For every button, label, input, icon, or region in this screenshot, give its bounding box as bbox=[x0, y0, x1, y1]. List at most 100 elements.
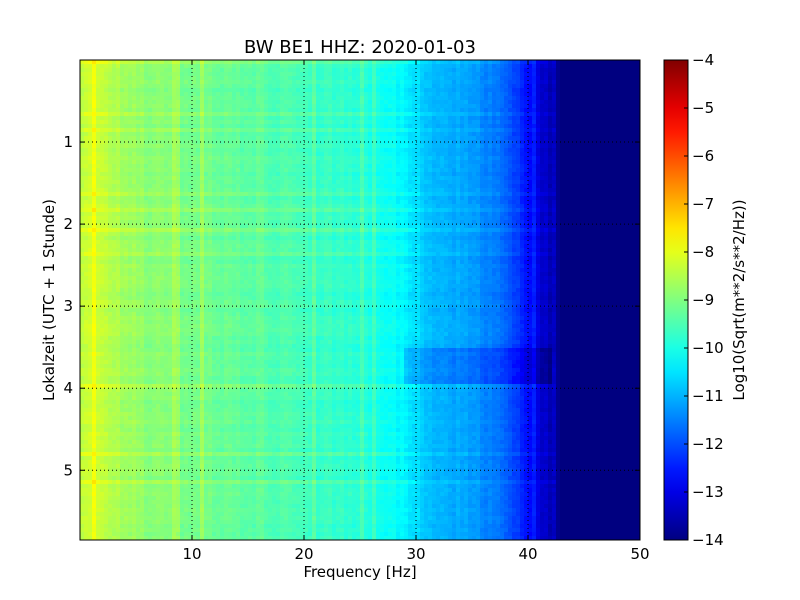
spectrogram-cell bbox=[312, 196, 317, 201]
spectrogram-cell bbox=[492, 136, 497, 141]
spectrogram-cell bbox=[496, 152, 501, 157]
spectrogram-cell bbox=[424, 152, 429, 157]
spectrogram-cell bbox=[204, 172, 209, 177]
spectrogram-cell bbox=[372, 88, 377, 93]
spectrogram-cell bbox=[168, 132, 173, 137]
spectrogram-cell bbox=[492, 92, 497, 97]
spectrogram-cell bbox=[340, 72, 345, 77]
spectrogram-cell bbox=[276, 136, 281, 141]
spectrogram-cell bbox=[128, 156, 133, 161]
spectrogram-cell bbox=[152, 120, 157, 125]
spectrogram-cell bbox=[216, 172, 221, 177]
spectrogram-cell bbox=[480, 88, 485, 93]
spectrogram-cell bbox=[548, 192, 553, 197]
spectrogram-cell bbox=[188, 152, 193, 157]
spectrogram-cell bbox=[188, 72, 193, 77]
spectrogram-cell bbox=[108, 176, 113, 181]
spectrogram-cell bbox=[520, 176, 525, 181]
spectrogram-cell bbox=[136, 160, 141, 165]
spectrogram-cell bbox=[324, 92, 329, 97]
spectrogram-cell bbox=[600, 136, 605, 141]
spectrogram-cell bbox=[212, 172, 217, 177]
spectrogram-cell bbox=[488, 152, 493, 157]
spectrogram-cell bbox=[200, 192, 205, 197]
spectrogram-cell bbox=[208, 192, 213, 197]
spectrogram-cell bbox=[388, 92, 393, 97]
spectrogram-cell bbox=[144, 168, 149, 173]
spectrogram-cell bbox=[636, 196, 640, 201]
spectrogram-cell bbox=[564, 196, 569, 201]
spectrogram-cell bbox=[304, 152, 309, 157]
spectrogram-cell bbox=[392, 72, 397, 77]
spectrogram-cell bbox=[360, 188, 365, 193]
spectrogram-cell bbox=[384, 172, 389, 177]
spectrogram-cell bbox=[344, 164, 349, 169]
spectrogram-cell bbox=[248, 120, 253, 125]
spectrogram-cell bbox=[464, 132, 469, 137]
spectrogram-cell bbox=[204, 144, 209, 149]
spectrogram-cell bbox=[456, 176, 461, 181]
spectrogram-cell bbox=[620, 124, 625, 129]
spectrogram-cell bbox=[628, 164, 633, 169]
spectrogram-cell bbox=[152, 72, 157, 77]
spectrogram-cell bbox=[160, 188, 165, 193]
spectrogram-cell bbox=[364, 84, 369, 89]
spectrogram-cell bbox=[400, 192, 405, 197]
spectrogram-cell bbox=[364, 92, 369, 97]
spectrogram-cell bbox=[212, 84, 217, 89]
spectrogram-cell bbox=[452, 60, 457, 65]
spectrogram-cell bbox=[168, 116, 173, 121]
spectrogram-cell bbox=[548, 128, 553, 133]
spectrogram-cell bbox=[560, 60, 565, 65]
spectrogram-cell bbox=[276, 152, 281, 157]
spectrogram-cell bbox=[404, 152, 409, 157]
spectrogram-cell bbox=[156, 124, 161, 129]
spectrogram-cell bbox=[428, 200, 433, 205]
spectrogram-cell bbox=[396, 104, 401, 109]
spectrogram-cell bbox=[248, 164, 253, 169]
spectrogram-cell bbox=[92, 88, 97, 93]
spectrogram-cell bbox=[340, 196, 345, 201]
spectrogram-cell bbox=[344, 200, 349, 205]
spectrogram-cell bbox=[248, 168, 253, 173]
spectrogram-cell bbox=[328, 160, 333, 165]
spectrogram-cell bbox=[196, 180, 201, 185]
spectrogram-cell bbox=[132, 76, 137, 81]
spectrogram-cell bbox=[232, 168, 237, 173]
spectrogram-cell bbox=[428, 120, 433, 125]
spectrogram-cell bbox=[104, 160, 109, 165]
spectrogram-cell bbox=[460, 196, 465, 201]
spectrogram-cell bbox=[348, 96, 353, 101]
spectrogram-cell bbox=[356, 148, 361, 153]
spectrogram-cell bbox=[140, 176, 145, 181]
spectrogram-cell bbox=[164, 156, 169, 161]
spectrogram-cell bbox=[324, 132, 329, 137]
spectrogram-cell bbox=[628, 80, 633, 85]
spectrogram-cell bbox=[200, 88, 205, 93]
spectrogram-cell bbox=[360, 60, 365, 65]
spectrogram-cell bbox=[580, 136, 585, 141]
spectrogram-cell bbox=[476, 112, 481, 117]
spectrogram-cell bbox=[196, 92, 201, 97]
spectrogram-cell bbox=[352, 180, 357, 185]
spectrogram-cell bbox=[532, 72, 537, 77]
spectrogram-cell bbox=[500, 128, 505, 133]
spectrogram-cell bbox=[348, 136, 353, 141]
spectrogram-cell bbox=[536, 196, 541, 201]
spectrogram-cell bbox=[416, 160, 421, 165]
spectrogram-cell bbox=[524, 88, 529, 93]
spectrogram-cell bbox=[280, 96, 285, 101]
spectrogram-cell bbox=[464, 108, 469, 113]
spectrogram-cell bbox=[460, 140, 465, 145]
spectrogram-cell bbox=[256, 168, 261, 173]
spectrogram-cell bbox=[136, 84, 141, 89]
spectrogram-cell bbox=[332, 156, 337, 161]
spectrogram-cell bbox=[508, 84, 513, 89]
spectrogram-cell bbox=[180, 76, 185, 81]
spectrogram-cell bbox=[196, 64, 201, 69]
spectrogram-cell bbox=[216, 108, 221, 113]
spectrogram-cell bbox=[304, 156, 309, 161]
spectrogram-cell bbox=[364, 60, 369, 65]
spectrogram-cell bbox=[444, 184, 449, 189]
spectrogram-cell bbox=[612, 104, 617, 109]
